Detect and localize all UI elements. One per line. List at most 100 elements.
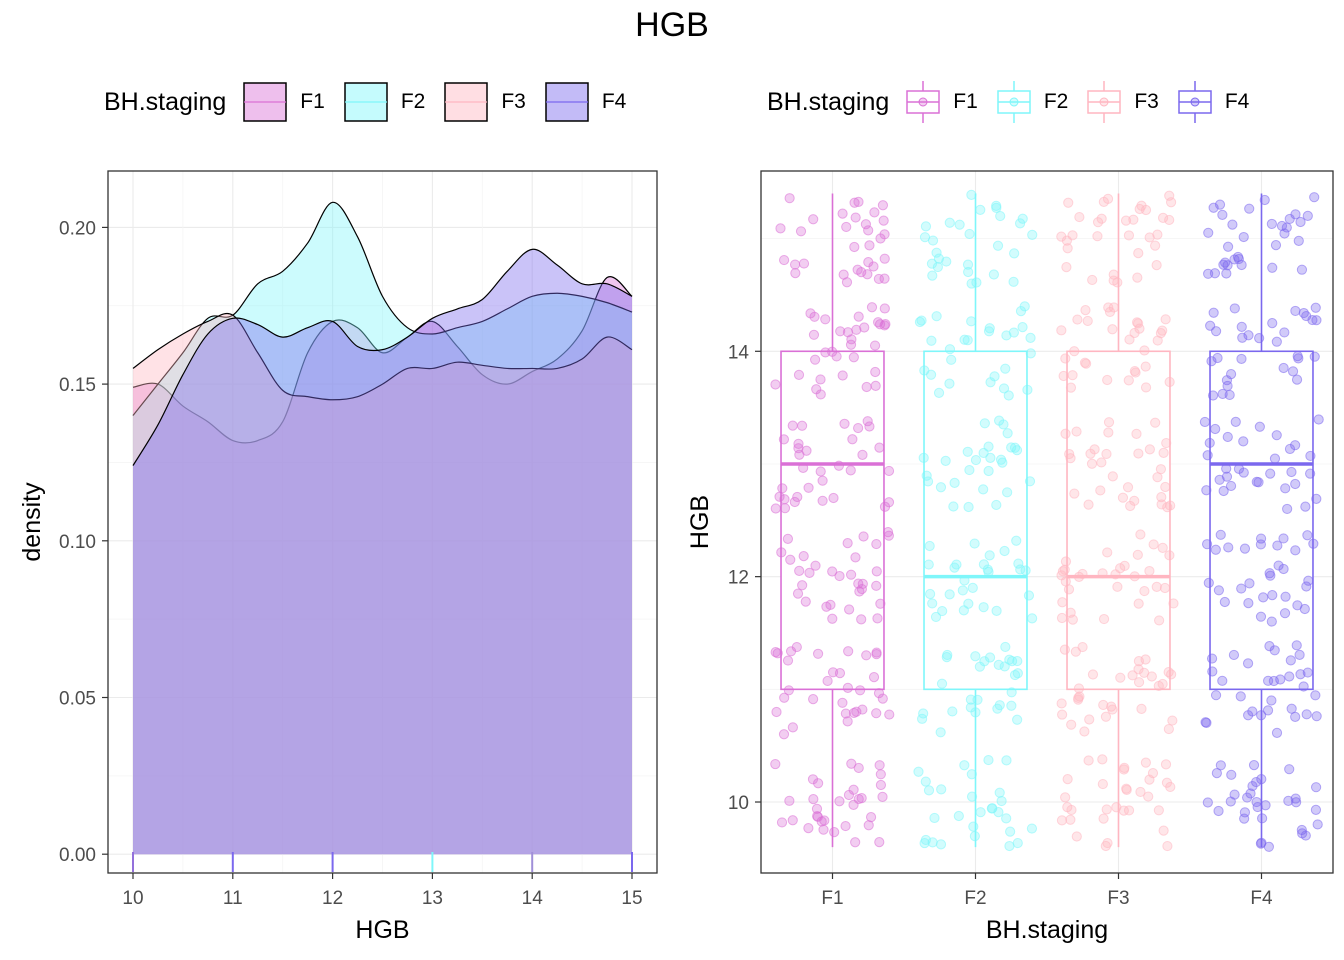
jitter-point [1136, 703, 1147, 714]
jitter-point [1228, 649, 1240, 661]
jitter-point [808, 214, 819, 225]
jitter-point [1011, 445, 1023, 456]
jitter-point [1133, 664, 1144, 675]
jitter-point [1291, 374, 1303, 385]
jitter-point [870, 366, 881, 378]
jitter-point [772, 648, 783, 659]
jitter-point [1158, 447, 1169, 458]
jitter-point [1305, 450, 1316, 462]
jitter-point [831, 351, 842, 362]
jitter-point [1006, 687, 1017, 698]
jitter-point [784, 193, 795, 204]
jitter-point [1121, 784, 1132, 795]
jitter-point [1073, 692, 1084, 703]
jitter-point [789, 496, 800, 508]
jitter-point [1221, 471, 1233, 482]
jitter-point [846, 758, 857, 769]
jitter-point [871, 566, 882, 577]
jitter-point [1310, 782, 1322, 793]
jitter-point [883, 497, 895, 508]
jitter-point [842, 327, 854, 338]
jitter-point [920, 221, 932, 232]
jitter-point [860, 219, 872, 230]
jitter-point [985, 377, 996, 388]
jitter-point [1060, 792, 1071, 803]
jitter-point [1287, 366, 1299, 377]
jitter-point [933, 387, 945, 398]
jitter-point [998, 419, 1009, 430]
jitter-point [1064, 448, 1075, 460]
chart-title: HGB [635, 6, 709, 44]
legend-key-f2 [997, 81, 1031, 123]
jitter-point [1118, 764, 1130, 775]
jitter-point [1125, 500, 1136, 512]
jitter-point [946, 354, 957, 365]
jitter-point [918, 452, 929, 463]
legend-item-f4: F4 [544, 79, 626, 125]
jitter-point [1128, 214, 1139, 225]
jitter-point [1159, 582, 1171, 594]
jitter-point [789, 259, 801, 270]
jitter-point [1300, 501, 1311, 512]
jitter-point [991, 200, 1002, 212]
jitter-point [842, 537, 853, 549]
jitter-point [1164, 190, 1175, 201]
jitter-point [1256, 837, 1267, 848]
jitter-point [856, 614, 867, 625]
jitter-point [1150, 417, 1161, 428]
jitter-point [1290, 440, 1301, 451]
density-area-f1 [133, 276, 632, 855]
jitter-point [1238, 231, 1249, 243]
jitter-point [949, 477, 960, 489]
jitter-point [984, 550, 995, 561]
jitter-point [1065, 814, 1076, 825]
jitter-point [1101, 804, 1112, 815]
jitter-point [873, 317, 884, 328]
jitter-point [810, 354, 821, 365]
jitter-point [1204, 437, 1215, 449]
jitter-point [1102, 193, 1114, 204]
jitter-point [1160, 759, 1172, 770]
jitter-point [1220, 257, 1231, 268]
y-tick-label: 0.15 [59, 375, 96, 396]
jitter-point [803, 823, 814, 834]
jitter-point [795, 226, 807, 237]
jitter-point [966, 316, 977, 327]
jitter-point [857, 449, 868, 460]
jitter-point [1157, 542, 1168, 553]
jitter-point [820, 347, 831, 358]
jitter-point [1056, 815, 1068, 826]
jitter-point [1017, 321, 1028, 333]
y-tick-label: 0.00 [59, 845, 96, 866]
legend-item-f2: F2 [343, 79, 426, 125]
jitter-point [787, 420, 798, 431]
jitter-point [1129, 495, 1140, 506]
legend-label-f2: F2 [400, 90, 426, 113]
jitter-point [1012, 837, 1023, 849]
jitter-point [975, 807, 986, 818]
density-line-f2 [132, 201, 633, 416]
jitter-point [1101, 448, 1112, 460]
jitter-point [828, 492, 839, 504]
jitter-point [1161, 437, 1172, 449]
jitter-point [1008, 327, 1019, 338]
jitter-point [1203, 227, 1214, 238]
jitter-point [969, 538, 980, 549]
jitter-point [931, 247, 942, 258]
jitter-point [1009, 669, 1021, 681]
jitter-point [959, 334, 970, 345]
jitter-point [970, 651, 981, 662]
jitter-point [848, 707, 860, 719]
jitter-point [1129, 571, 1140, 582]
jitter-point [1256, 774, 1267, 785]
jitter-point [1151, 581, 1162, 592]
jitter-point [1092, 231, 1103, 242]
jitter-point [1252, 801, 1263, 813]
jitter-point [875, 233, 886, 244]
jitter-point [1267, 318, 1278, 329]
jitter-point [926, 335, 937, 346]
jitter-point [1162, 840, 1173, 852]
jitter-point [871, 647, 882, 658]
jitter-point [877, 693, 888, 704]
jitter-point [838, 269, 849, 280]
